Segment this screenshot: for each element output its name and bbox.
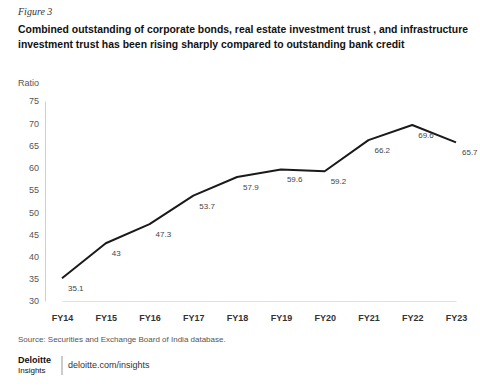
title: Combined outstanding of corporate bonds,… [18, 23, 468, 35]
y-tick: 35 [29, 274, 45, 284]
y-tick: 75 [29, 96, 45, 106]
source: Source: Securities and Exchange Board of… [18, 335, 226, 344]
x-tick-label: FY21 [358, 313, 380, 323]
x-tick: FY20 [314, 301, 336, 323]
title: investment trust has been rising sharply… [18, 38, 405, 50]
x-tick: FY19 [271, 301, 293, 323]
y-tick-label: 75 [29, 96, 39, 106]
y-tick: 40 [29, 252, 45, 262]
y-tick-label: 35 [29, 274, 39, 284]
y-tick: 50 [29, 207, 45, 217]
line [62, 125, 456, 278]
y-tick-label: 45 [29, 230, 39, 240]
data-label: 66.2 [374, 146, 390, 155]
data-label: 47.3 [156, 230, 172, 239]
y-tick-label: 50 [29, 207, 39, 217]
y-tick: 70 [29, 119, 45, 129]
data-label: 53.7 [199, 202, 215, 211]
x-tick: FY23 [446, 301, 468, 323]
x-tick: FY17 [183, 301, 205, 323]
y-tick-label: 40 [29, 252, 39, 262]
x-tick-label: FY16 [139, 313, 161, 323]
x-axis: FY14 FY15 FY16 FY17 FY18 FY19 FY20 FY21 FY22 FY23 [52, 301, 468, 323]
y-tick-label: 65 [29, 141, 39, 151]
data-label: 59.2 [331, 177, 347, 186]
data-labels: 35.1 43 47.3 53.7 57.9 59.6 59.2 66.2 69.6 65.7 [68, 131, 478, 293]
plot-area [62, 125, 456, 278]
x-tick: FY15 [96, 301, 118, 323]
y-tick-label: 30 [29, 296, 39, 306]
y-tick-label: 70 [29, 119, 39, 129]
y-tick: 55 [29, 185, 45, 195]
y-tick: 30 [29, 296, 45, 306]
x-tick-label: FY20 [314, 313, 336, 323]
footer-url: deloitte.com/insights [68, 360, 150, 370]
data-label: 57.9 [243, 183, 259, 192]
y-axis: 30 35 40 45 50 55 60 65 70 75 [29, 96, 46, 306]
y-axis-title: Ratio [18, 78, 39, 88]
y-tick: 60 [29, 163, 45, 173]
x-tick: FY14 [52, 301, 74, 323]
footer-brand: Deloitte [18, 355, 51, 365]
x-tick-label: FY19 [271, 313, 293, 323]
y-tick-label: 60 [29, 163, 39, 173]
x-tick-label: FY14 [52, 313, 74, 323]
x-axis-line [63, 301, 457, 302]
x-tick-label: FY15 [96, 313, 118, 323]
x-tick: FY16 [139, 301, 161, 323]
footer-divider [62, 356, 63, 375]
y-axis-line [45, 102, 46, 302]
x-tick-label: FY18 [227, 313, 249, 323]
x-tick-label: FY17 [183, 313, 205, 323]
x-tick-label: FY23 [446, 313, 468, 323]
x-tick: FY18 [227, 301, 249, 323]
x-tick-label: FY22 [402, 313, 424, 323]
y-tick: 45 [29, 230, 45, 240]
y-tick: 65 [29, 141, 45, 151]
data-label: 65.7 [462, 148, 478, 157]
x-tick: FY22 [402, 301, 424, 323]
data-label: 59.6 [287, 175, 303, 184]
chart: Figure 3 Combined outstanding of corporat… [0, 0, 480, 386]
y-tick-label: 55 [29, 185, 39, 195]
figure-label: Figure 3 [17, 6, 52, 17]
footer-sub: Insights [18, 366, 46, 375]
x-tick: FY21 [358, 301, 380, 323]
data-label: 43 [112, 249, 121, 258]
data-label: 35.1 [68, 284, 84, 293]
data-label: 69.6 [418, 131, 434, 140]
